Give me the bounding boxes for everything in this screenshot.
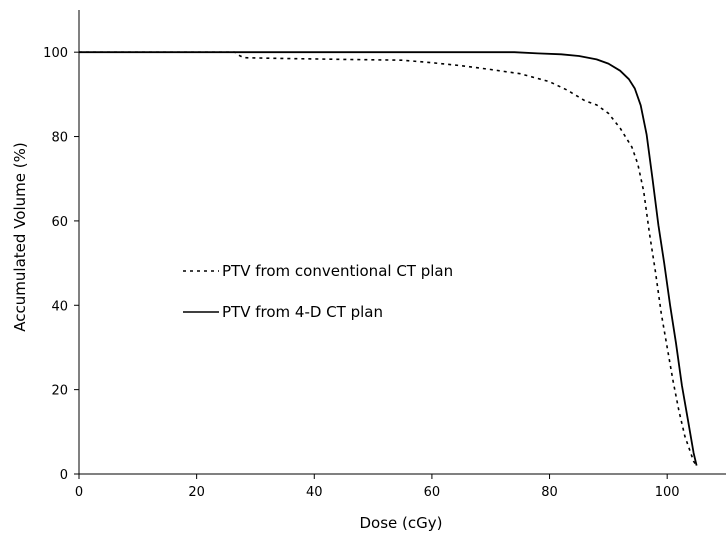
y-axis-ticks: 0 20 40 60 80 100	[43, 46, 79, 483]
series-lines	[79, 52, 697, 465]
x-tick-label: 40	[306, 485, 323, 500]
x-axis-ticks: 0 20 40 60 80 100	[75, 474, 680, 500]
y-tick-label: 40	[51, 299, 68, 314]
x-tick-label: 0	[75, 485, 83, 500]
x-tick-label: 80	[541, 485, 558, 500]
y-tick-label: 100	[43, 46, 68, 61]
y-tick-label: 80	[51, 131, 68, 146]
x-axis-title: Dose (cGy)	[360, 514, 443, 532]
y-tick-label: 0	[60, 468, 68, 483]
legend-label-4d-ct: PTV from 4-D CT plan	[222, 303, 383, 321]
x-tick-label: 100	[655, 485, 680, 500]
x-tick-label: 20	[188, 485, 205, 500]
legend: PTV from conventional CT plan PTV from 4…	[183, 262, 453, 321]
y-tick-label: 20	[51, 384, 68, 399]
y-tick-label: 60	[51, 215, 68, 230]
y-axis-title: Accumulated Volume (%)	[11, 142, 29, 331]
x-tick-label: 60	[424, 485, 441, 500]
series-line-conventional-ct	[79, 52, 697, 465]
series-line-4d-ct	[79, 52, 697, 465]
legend-label-conventional-ct: PTV from conventional CT plan	[222, 262, 453, 280]
